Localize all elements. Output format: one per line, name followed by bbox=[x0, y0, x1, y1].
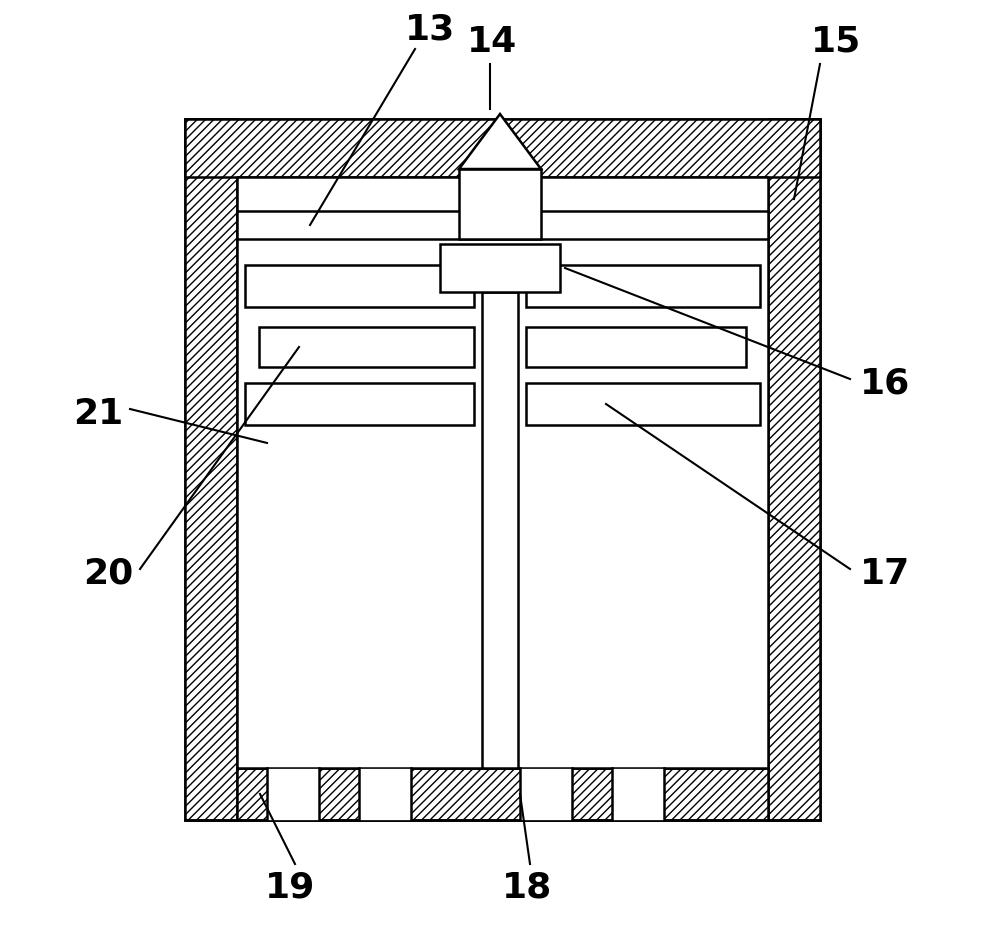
Text: 15: 15 bbox=[811, 25, 861, 59]
Bar bbox=[267, 768, 319, 820]
Text: 20: 20 bbox=[83, 557, 133, 591]
Bar bbox=[482, 292, 518, 768]
Text: 14: 14 bbox=[467, 25, 517, 59]
Bar bbox=[359, 768, 411, 820]
Text: 21: 21 bbox=[73, 397, 123, 431]
Bar bbox=[526, 383, 760, 425]
Bar bbox=[245, 265, 474, 307]
Text: 13: 13 bbox=[405, 12, 455, 46]
Bar bbox=[459, 169, 541, 239]
Bar bbox=[526, 265, 760, 307]
Bar bbox=[612, 768, 664, 820]
Text: 17: 17 bbox=[860, 557, 910, 591]
Bar bbox=[259, 327, 474, 367]
Bar bbox=[185, 119, 237, 820]
Bar bbox=[526, 327, 746, 367]
Bar bbox=[185, 119, 820, 177]
Bar bbox=[768, 119, 820, 820]
Bar bbox=[245, 383, 474, 425]
Polygon shape bbox=[459, 114, 541, 169]
Text: 16: 16 bbox=[860, 367, 910, 401]
Bar bbox=[185, 119, 820, 820]
Bar bbox=[237, 177, 768, 768]
Bar bbox=[440, 244, 560, 292]
Text: 18: 18 bbox=[502, 871, 552, 905]
Text: 19: 19 bbox=[265, 871, 315, 905]
Bar bbox=[237, 211, 768, 239]
Bar bbox=[520, 768, 572, 820]
Bar bbox=[237, 768, 768, 820]
